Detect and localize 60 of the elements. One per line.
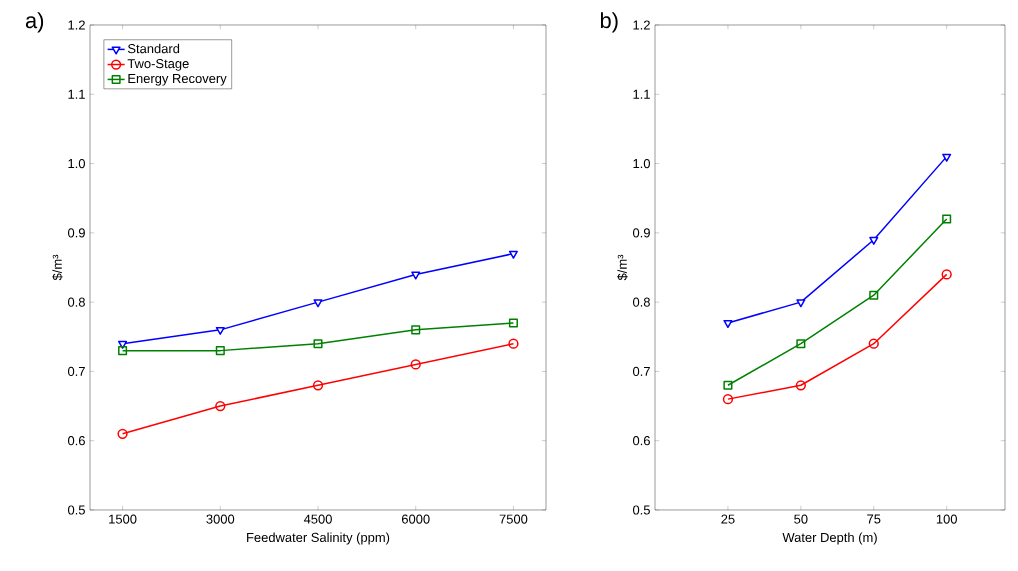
y-tick-label: 0.5 [67, 505, 85, 515]
x-tick-label: 6000 [401, 514, 430, 524]
point [869, 290, 879, 300]
point [722, 394, 734, 405]
y-tick-label: 1.1 [633, 89, 650, 99]
legend-label: Energy Recovery [128, 74, 227, 86]
point [795, 380, 806, 391]
text: a) [25, 12, 44, 33]
x-axis-title: Water Depth (m) [782, 532, 877, 545]
y-tick-label: 0.8 [67, 297, 85, 307]
point [869, 236, 879, 245]
y-tick-label: 1.2 [633, 20, 650, 30]
point [118, 346, 128, 356]
x-axis-title: Feedwater Salinity (ppm) [247, 532, 390, 545]
point [313, 339, 323, 349]
point [313, 299, 323, 308]
y-tick-label: 1.2 [68, 20, 85, 30]
point [942, 214, 952, 224]
point [215, 346, 225, 356]
legend-label: Two-Stage [127, 59, 189, 71]
text: b) [600, 12, 618, 33]
point [117, 428, 128, 439]
y-tick-label: 1.0 [68, 158, 85, 169]
point [215, 400, 226, 412]
point [508, 318, 518, 328]
y-tick-label: 0.9 [67, 228, 85, 238]
point [215, 326, 225, 335]
point [312, 380, 324, 391]
y-tick-label: 0.6 [67, 436, 85, 446]
point [723, 319, 733, 329]
point [941, 269, 952, 280]
point [508, 250, 518, 259]
x-tick-label: 7500 [499, 514, 528, 524]
point [411, 325, 421, 335]
legend-label: Standard [127, 43, 180, 54]
y-tick-label: 1.0 [633, 158, 650, 169]
y-tick-label: 0.9 [632, 228, 650, 238]
x-tick-label: 1500 [109, 514, 137, 524]
point [411, 271, 421, 280]
x-tick-label: 100 [936, 514, 957, 524]
point [723, 380, 733, 390]
y-tick-label: 1.1 [68, 89, 85, 99]
x-tick-label: 25 [721, 514, 735, 524]
x-tick-label: 4500 [303, 514, 332, 524]
point [796, 339, 806, 349]
y-tick-label: 0.6 [632, 436, 650, 446]
point [868, 338, 879, 349]
x-tick-label: 3000 [206, 514, 235, 524]
point [410, 359, 421, 370]
y-axis-title: $/m³ [52, 254, 63, 281]
y-tick-label: 0.7 [632, 366, 650, 376]
point [942, 153, 952, 162]
point [508, 338, 519, 349]
y-tick-label: 0.7 [67, 366, 85, 376]
point [796, 299, 806, 308]
y-axis-title: $/m³ [617, 254, 628, 281]
x-tick-label: 50 [794, 514, 808, 524]
y-tick-label: 0.8 [632, 297, 650, 307]
x-tick-label: 75 [867, 514, 881, 524]
y-tick-label: 0.5 [632, 505, 650, 515]
